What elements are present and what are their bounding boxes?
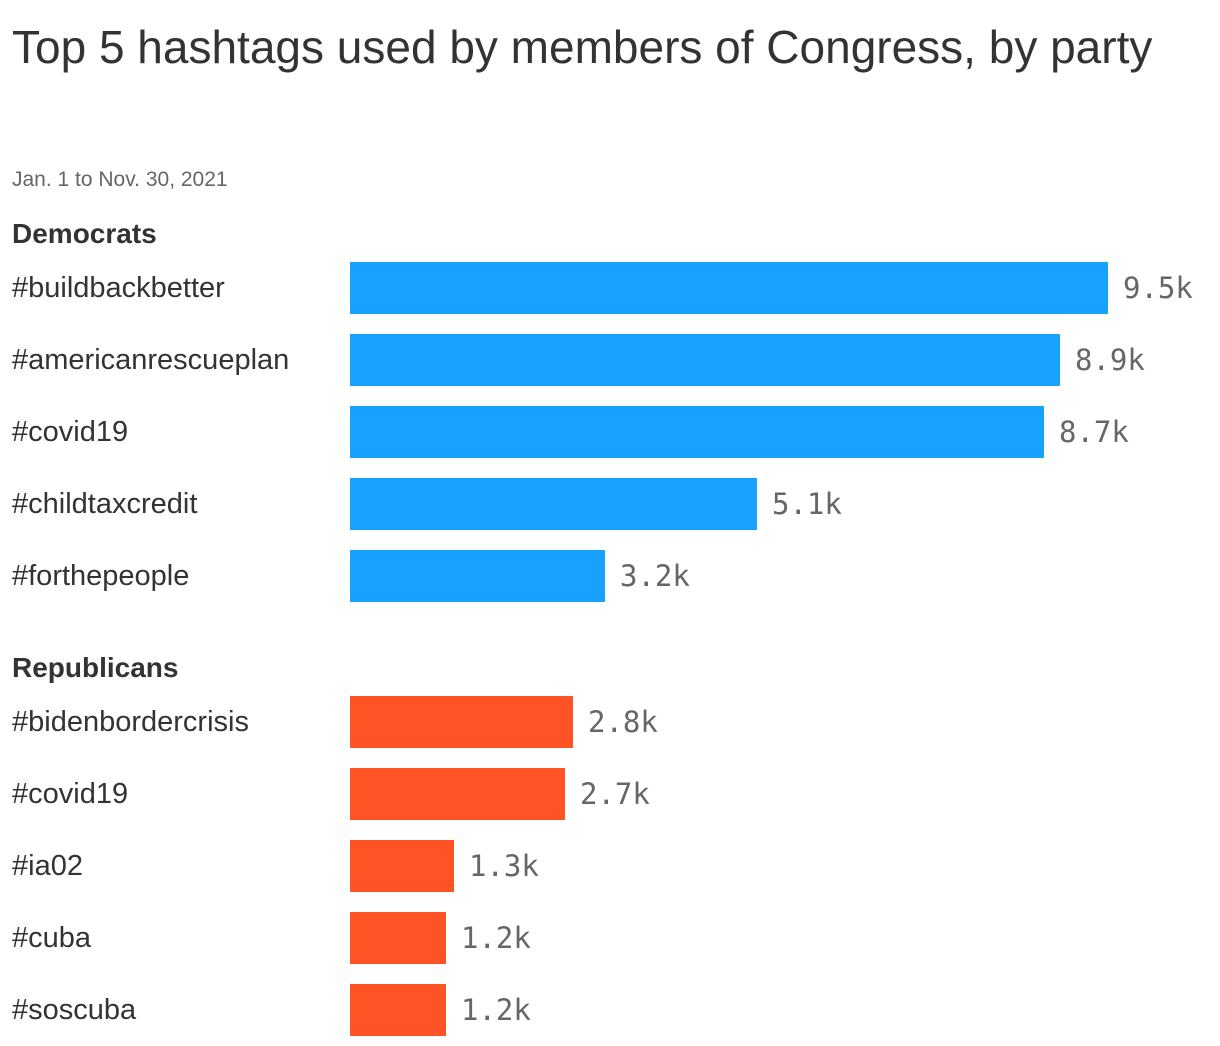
- category-label: #ia02: [12, 850, 83, 882]
- bar-democrats: [350, 262, 1108, 314]
- category-label: #childtaxcredit: [12, 488, 198, 520]
- category-label: #soscuba: [12, 994, 137, 1026]
- bar-republicans: [350, 984, 446, 1036]
- value-label: 1.3k: [469, 849, 539, 883]
- bar-republicans: [350, 840, 454, 892]
- chart-title: Top 5 hashtags used by members of Congre…: [12, 21, 1153, 73]
- bar-republicans: [350, 768, 565, 820]
- group-label-republicans: Republicans: [12, 652, 179, 683]
- value-label: 1.2k: [461, 993, 531, 1027]
- chart-subtitle: Jan. 1 to Nov. 30, 2021: [12, 168, 228, 191]
- value-label: 3.2k: [620, 559, 690, 593]
- bar-democrats: [350, 550, 605, 602]
- category-label: #bidenbordercrisis: [12, 706, 249, 738]
- group-label-democrats: Democrats: [12, 218, 157, 249]
- category-label: #cuba: [12, 922, 92, 954]
- category-label: #americanrescueplan: [12, 344, 290, 376]
- value-label: 9.5k: [1123, 271, 1193, 305]
- value-label: 2.8k: [588, 705, 658, 739]
- value-label: 1.2k: [461, 921, 531, 955]
- value-label: 2.7k: [580, 777, 650, 811]
- bar-democrats: [350, 334, 1060, 386]
- category-label: #buildbackbetter: [12, 272, 225, 304]
- bar-democrats: [350, 478, 757, 530]
- category-label: #covid19: [12, 778, 129, 810]
- value-label: 5.1k: [772, 487, 842, 521]
- value-label: 8.7k: [1059, 415, 1129, 449]
- value-label: 8.9k: [1075, 343, 1145, 377]
- bar-republicans: [350, 912, 446, 964]
- category-label: #covid19: [12, 416, 129, 448]
- bar-democrats: [350, 406, 1044, 458]
- bar-republicans: [350, 696, 573, 748]
- category-label: #forthepeople: [12, 560, 190, 592]
